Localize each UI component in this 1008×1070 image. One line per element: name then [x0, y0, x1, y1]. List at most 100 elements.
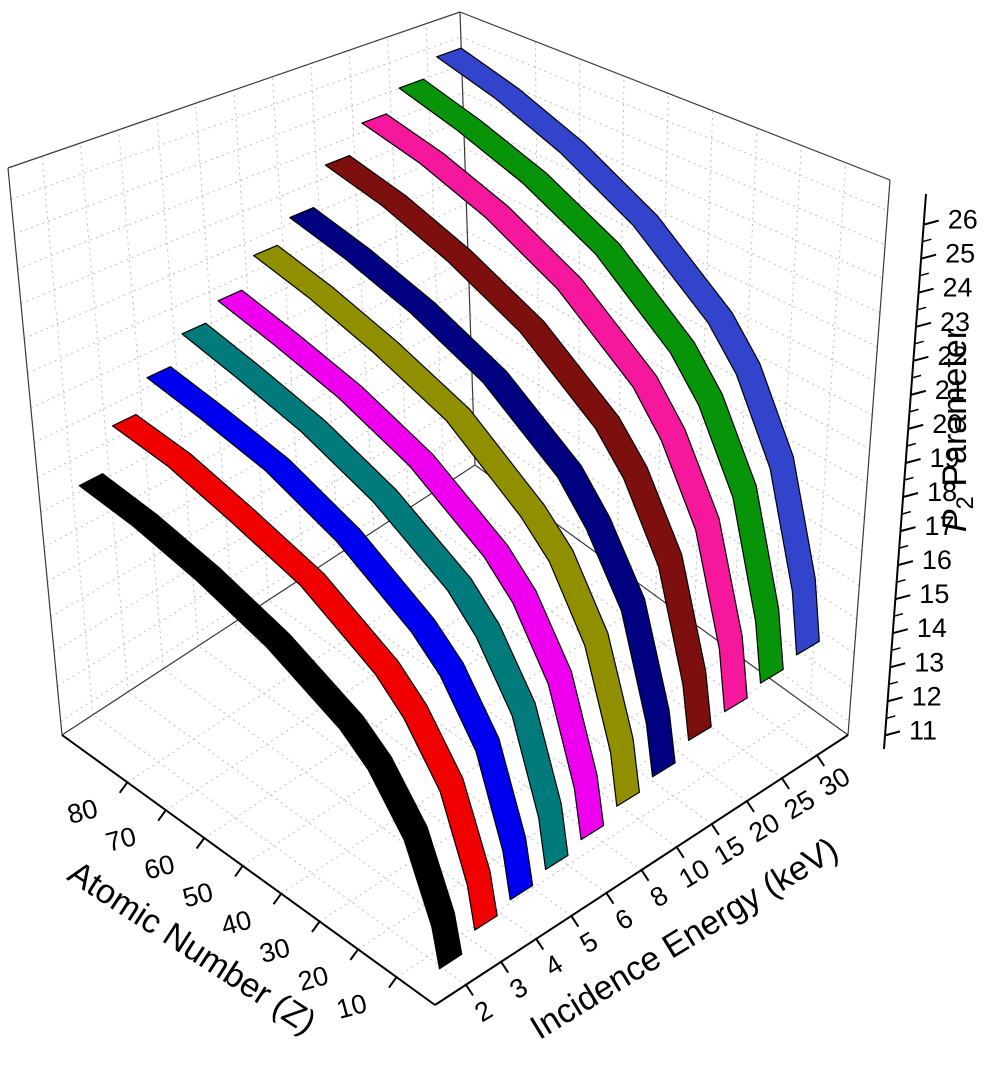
tick-mark — [781, 777, 790, 790]
tick-label-atomic-number: 30 — [256, 932, 293, 969]
gridline — [616, 76, 625, 569]
tick-mark — [157, 809, 167, 822]
tick-label-energy: 5 — [575, 926, 603, 959]
tick-mark — [272, 893, 283, 905]
box-edge — [7, 167, 63, 736]
tick-mark — [349, 948, 359, 961]
tick-mark — [388, 976, 398, 989]
tick-label-p2: 24 — [943, 273, 973, 303]
tick-label-energy: 6 — [610, 903, 638, 936]
axis-line — [883, 193, 927, 750]
tick-mark — [605, 892, 615, 905]
axis-line — [61, 734, 436, 1006]
tick-mark — [887, 696, 903, 703]
gridline — [127, 511, 541, 783]
tick-label-p2: 13 — [914, 647, 944, 677]
tick-mark — [570, 915, 580, 928]
gridline — [463, 119, 881, 314]
tick-label-atomic-number: 70 — [103, 821, 140, 858]
tick-mark — [907, 423, 924, 430]
gridline — [14, 64, 462, 235]
ribbon-4kev — [146, 366, 534, 901]
tick-mark — [889, 662, 906, 669]
gridline — [233, 89, 269, 601]
tick-label-energy: 10 — [674, 853, 715, 894]
gridline — [465, 175, 876, 382]
gridline — [20, 119, 464, 305]
tick-mark — [195, 837, 206, 850]
tick-mark — [920, 253, 937, 260]
ribbon-5kev — [181, 322, 569, 871]
gridline — [118, 129, 164, 669]
tick-label-energy: 30 — [814, 761, 855, 802]
gridline — [27, 175, 466, 374]
ribbon-2kev — [78, 473, 463, 970]
minor-tick-mark — [922, 238, 932, 243]
tick-mark — [913, 355, 929, 362]
tick-label-p2: 15 — [919, 579, 949, 609]
gridline — [471, 370, 858, 620]
tick-label-atomic-number: 10 — [333, 988, 370, 1025]
tick-label-atomic-number: 60 — [141, 849, 178, 886]
tick-label-energy: 25 — [779, 784, 820, 825]
tick-mark — [892, 628, 909, 635]
z-axis-title: P2 Parameter — [936, 328, 979, 532]
gridline — [17, 92, 463, 270]
tick-mark — [905, 458, 921, 464]
tick-mark — [465, 984, 474, 997]
gridline — [310, 63, 340, 555]
tick-label-p2: 26 — [948, 205, 978, 235]
box-edge — [7, 11, 461, 169]
tick-label-p2: 22 — [937, 341, 967, 371]
tick-label-atomic-number: 40 — [218, 905, 255, 942]
tick-label-p2: 11 — [909, 715, 937, 745]
tick-label-atomic-number: 80 — [64, 793, 101, 830]
gridline — [24, 147, 465, 339]
tick-mark — [910, 389, 927, 396]
tick-mark — [895, 594, 911, 601]
gridline — [461, 64, 886, 246]
gridline — [165, 539, 580, 811]
tick-label-p2: 23 — [940, 307, 970, 337]
minor-tick-mark — [911, 374, 922, 379]
tick-label-energy: 15 — [709, 830, 750, 871]
gridline — [79, 142, 129, 692]
tick-mark — [675, 846, 685, 859]
gridline — [40, 286, 470, 513]
gridline — [467, 258, 868, 484]
ribbon-6kev — [217, 289, 605, 841]
tick-mark — [923, 219, 939, 226]
tick-label-atomic-number: 50 — [179, 877, 216, 914]
tick-label-p2: 12 — [912, 681, 942, 711]
tick-label-p2: 20 — [932, 409, 962, 439]
tick-label-p2: 19 — [930, 443, 960, 473]
tick-mark — [900, 526, 916, 533]
gridline — [460, 36, 888, 212]
tick-mark — [816, 754, 826, 767]
minor-tick-mark — [886, 715, 896, 720]
ribbon-25kev — [398, 78, 784, 684]
tick-label-energy: 4 — [540, 949, 568, 982]
gridline — [10, 36, 461, 200]
gridline — [348, 50, 375, 532]
minor-tick-mark — [888, 681, 899, 686]
minor-tick-mark — [914, 340, 924, 345]
minor-tick-mark — [919, 272, 930, 277]
minor-tick-mark — [901, 510, 912, 515]
minor-tick-mark — [906, 442, 917, 447]
tick-mark — [234, 865, 244, 877]
gridline — [57, 425, 474, 687]
ribbon-15kev — [324, 155, 712, 742]
tick-label-p2: 17 — [925, 511, 955, 541]
tick-mark — [884, 730, 901, 737]
tick-label-p2: 14 — [917, 613, 947, 643]
gridline — [396, 706, 810, 978]
tick-mark — [897, 560, 914, 567]
minor-tick-mark — [909, 408, 919, 413]
tick-mark — [710, 823, 720, 836]
tick-label-atomic-number: 20 — [295, 960, 332, 997]
tick-mark — [500, 961, 510, 974]
gridline — [33, 231, 468, 444]
